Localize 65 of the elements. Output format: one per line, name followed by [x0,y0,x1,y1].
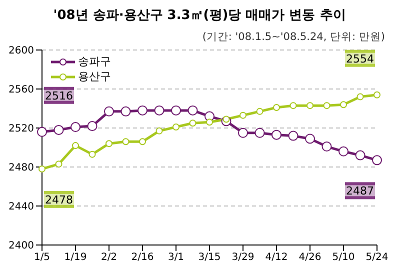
point [55,160,62,168]
x-tick-label: 4/26 [298,252,322,264]
x-tick-label: 5/24 [366,252,388,264]
point [106,140,112,148]
x-tick-label: 4/12 [265,252,288,264]
legend-label: 송파구 [78,54,111,69]
point [374,91,380,98]
chart-subtitle: (기간: '08.1.5~'08.5.24, 단위: 만원) [202,30,385,44]
y-tick-label: 2480 [8,162,34,174]
point [171,105,181,116]
y-tick-label: 2400 [8,240,34,252]
point [254,128,265,138]
value-callout: 2478 [44,190,74,208]
point [189,120,196,127]
point [188,105,198,116]
point [54,124,64,135]
value-callout: 2487 [345,182,375,200]
point [156,127,163,134]
point [154,105,164,116]
point [88,150,96,158]
x-tick-label: 2/2 [100,252,118,264]
point [72,142,79,150]
chart-title: '08년 송파·용산구 3.3㎡(평)당 매매가 변동 추이 [52,7,347,24]
point [340,101,347,108]
point [38,165,46,172]
value-callout: 2516 [44,86,74,104]
point [222,116,230,123]
point [305,134,315,144]
point [338,146,348,156]
x-tick-label: 1/19 [64,252,87,264]
point [356,93,364,100]
y-tick-label: 2440 [8,202,34,213]
x-tick-label: 2/16 [131,252,154,264]
point [372,155,382,166]
x-tick-label: 3/1 [168,252,184,264]
point [238,128,248,138]
legend-label: 용산구 [78,69,111,84]
y-tick-label: 2600 [8,46,34,57]
point [355,150,366,160]
x-tick-label: 1/5 [34,252,50,264]
point [306,102,314,110]
y-tick-label: 2520 [8,124,34,135]
x-tick-label: 3/15 [198,252,221,264]
point [139,138,146,146]
point [322,142,332,152]
point [122,138,130,146]
point [272,130,282,140]
point [120,106,131,116]
point [172,124,180,131]
point [206,118,213,126]
point [290,102,297,110]
point [323,102,330,110]
point [273,104,280,112]
point [138,105,148,116]
x-tick-label: 3/29 [232,252,254,264]
point [240,112,246,119]
point [37,126,47,137]
point [87,121,98,132]
x-tick-label: 5/10 [332,252,355,264]
point [70,122,80,132]
point [288,130,298,141]
point [256,108,264,115]
y-tick-label: 2560 [8,84,34,96]
value-callout: 2554 [345,50,375,67]
point [104,106,114,116]
